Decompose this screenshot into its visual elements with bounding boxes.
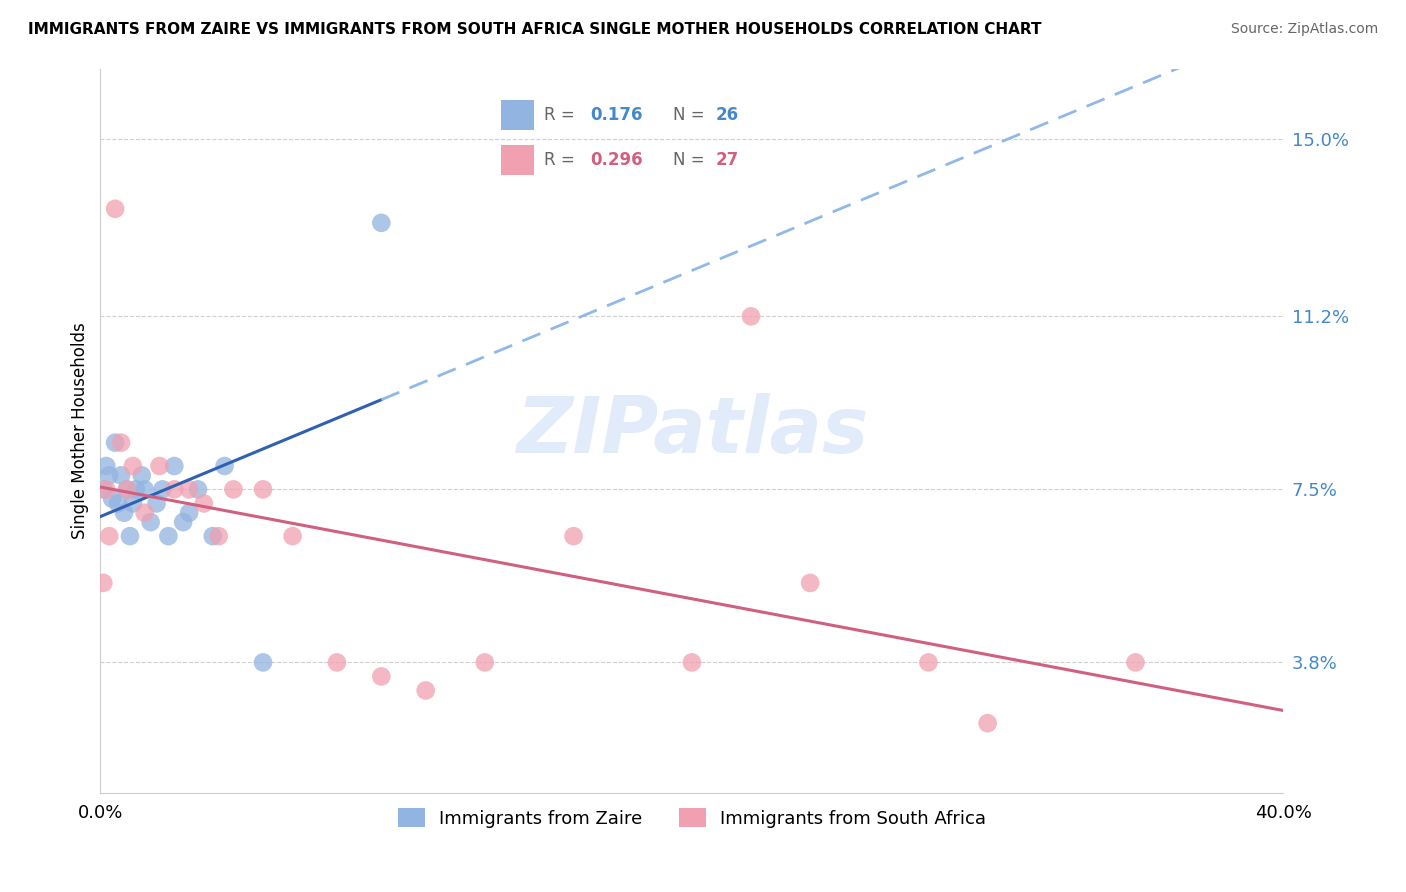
Point [187, 483, 209, 497]
Point [252, 656, 274, 670]
Point [131, 468, 153, 483]
Point [172, 515, 194, 529]
Point [104, 435, 127, 450]
Point [917, 656, 939, 670]
Point [163, 458, 186, 473]
Text: Source: ZipAtlas.com: Source: ZipAtlas.com [1230, 22, 1378, 37]
Point [125, 483, 148, 497]
Point [177, 506, 200, 520]
Point [152, 483, 174, 497]
Point [91, 483, 114, 497]
Y-axis label: Single Mother Households: Single Mother Households [72, 323, 89, 540]
Point [115, 483, 138, 497]
Point [976, 716, 998, 731]
Point [134, 506, 156, 520]
Point [96, 458, 118, 473]
Point [112, 506, 135, 520]
Point [208, 529, 231, 543]
Point [101, 491, 124, 506]
Point [110, 435, 132, 450]
Text: IMMIGRANTS FROM ZAIRE VS IMMIGRANTS FROM SOUTH AFRICA SINGLE MOTHER HOUSEHOLDS C: IMMIGRANTS FROM ZAIRE VS IMMIGRANTS FROM… [28, 22, 1042, 37]
Point [115, 483, 138, 497]
Point [370, 216, 392, 230]
Point [148, 458, 170, 473]
Point [193, 496, 215, 510]
Point [370, 669, 392, 683]
Point [110, 468, 132, 483]
Point [107, 496, 129, 510]
Point [122, 496, 145, 510]
Point [104, 202, 127, 216]
Point [222, 483, 245, 497]
Point [98, 529, 121, 543]
Point [157, 529, 180, 543]
Point [96, 483, 118, 497]
Point [415, 683, 437, 698]
Point [252, 483, 274, 497]
Text: ZIPatlas: ZIPatlas [516, 393, 868, 469]
Point [201, 529, 224, 543]
Point [740, 310, 762, 324]
Point [118, 529, 141, 543]
Point [91, 575, 114, 590]
Point [145, 496, 167, 510]
Point [98, 468, 121, 483]
Point [134, 483, 156, 497]
Legend: Immigrants from Zaire, Immigrants from South Africa: Immigrants from Zaire, Immigrants from S… [391, 801, 993, 835]
Point [474, 656, 496, 670]
Point [326, 656, 349, 670]
Point [163, 483, 186, 497]
Point [799, 575, 821, 590]
Point [177, 483, 200, 497]
Point [281, 529, 304, 543]
Point [562, 529, 585, 543]
Point [681, 656, 703, 670]
Point [139, 515, 162, 529]
Point [214, 458, 236, 473]
Point [122, 458, 145, 473]
Point [1125, 656, 1147, 670]
